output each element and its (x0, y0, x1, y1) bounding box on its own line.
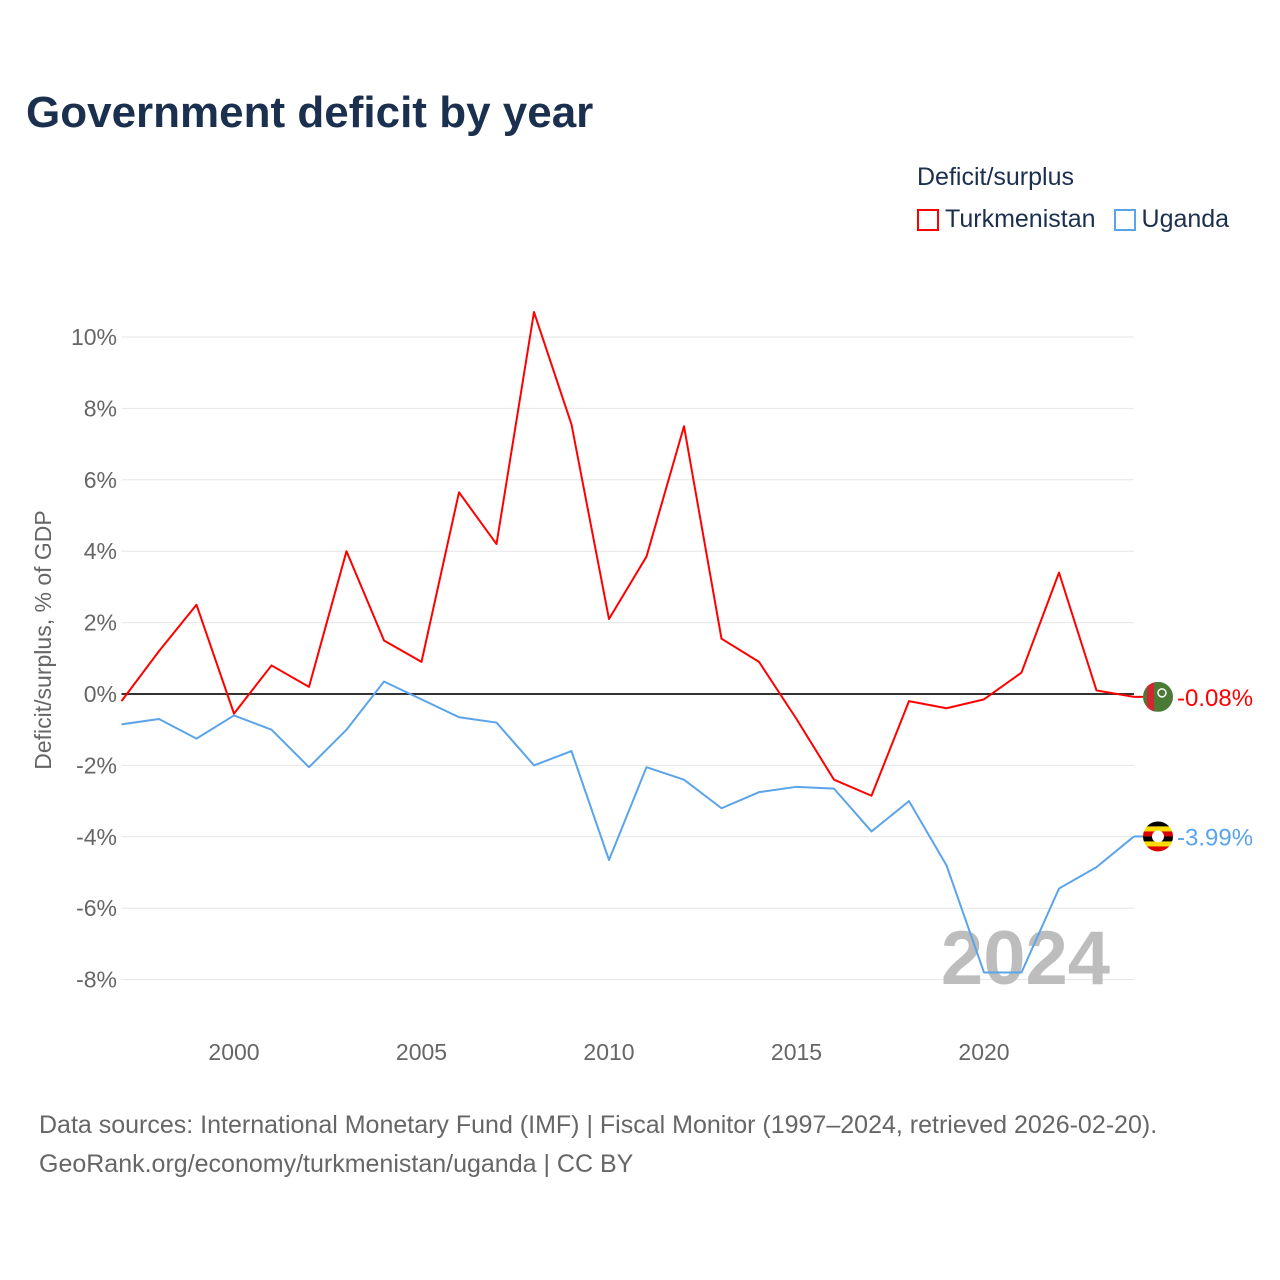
legend-swatch-uganda (1113, 208, 1136, 231)
y-axis-label: Deficit/surplus, % of GDP (30, 510, 56, 769)
y-tick-label: -6% (76, 895, 117, 921)
year-watermark: 2024 (941, 916, 1110, 1001)
series-line-uganda (121, 680, 1135, 974)
end-value-label: -3.99% (1177, 824, 1253, 851)
flag-stripe (1147, 681, 1154, 712)
y-tick-label: -4% (76, 824, 117, 850)
y-tick-label: -2% (76, 752, 117, 778)
flag (1143, 681, 1173, 712)
series-line-turkmenistan (120, 311, 1135, 797)
footer: Data sources: International Monetary Fun… (39, 1106, 1157, 1184)
y-tick-label: 8% (84, 395, 117, 421)
legend-label: Uganda (1141, 205, 1230, 233)
source-url-text: GeoRank.org/economy/turkmenistan/uganda … (39, 1150, 634, 1178)
flag-stripe (1143, 841, 1173, 847)
x-tick-label: 2005 (396, 1039, 447, 1065)
legend-label: Turkmenistan (945, 205, 1096, 233)
flag-emblem (1152, 830, 1164, 843)
flag-stripe (1143, 846, 1173, 852)
x-tick-label: 2020 (958, 1039, 1009, 1065)
y-tick-label: 10% (71, 324, 117, 350)
flag-crescent (1157, 688, 1167, 698)
chart-title: Government deficit by year (26, 88, 594, 137)
x-tick-label: 2000 (208, 1039, 259, 1065)
legend: Turkmenistan Uganda (917, 205, 1229, 234)
y-tick-label: -8% (76, 967, 117, 993)
y-tick-label: 4% (84, 538, 117, 564)
legend-swatch-turkmenistan (917, 208, 939, 231)
flag-stripe (1143, 826, 1173, 832)
data-source-text: Data sources: International Monetary Fun… (39, 1111, 1158, 1139)
legend-item-uganda[interactable]: Uganda (1113, 205, 1230, 234)
uganda-flag-icon (1143, 821, 1173, 852)
y-tick-label: 6% (84, 467, 117, 493)
x-tick-label: 2010 (583, 1039, 634, 1065)
y-tick-label: 2% (84, 610, 117, 636)
x-tick-label: 2015 (771, 1039, 822, 1065)
legend-title: Deficit/surplus (917, 163, 1074, 191)
turkmenistan-flag-icon (1143, 681, 1173, 712)
flag-stripe (1143, 821, 1173, 827)
legend-item-turkmenistan[interactable]: Turkmenistan (917, 205, 1096, 234)
y-tick-label: 0% (84, 681, 117, 707)
flag (1143, 821, 1173, 852)
end-value-label: -0.08% (1177, 685, 1253, 712)
